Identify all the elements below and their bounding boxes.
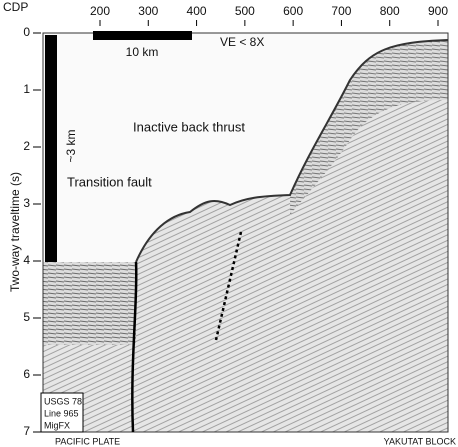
y-tick-label: 1 (23, 82, 30, 96)
y-tick-label: 3 (23, 196, 30, 210)
horizontal-scale: 10 km (126, 45, 159, 59)
y-tick-label: 0 (23, 25, 30, 39)
x-tick-label: 500 (235, 4, 255, 18)
annotation: Inactive back thrust (133, 119, 245, 134)
vertical-scale: ~3 km (64, 129, 78, 162)
info-line: Line 965 (44, 408, 79, 418)
y-tick-label: 4 (23, 253, 30, 267)
x-tick-label: 300 (138, 4, 158, 18)
x-tick-label: 800 (380, 4, 400, 18)
y-tick-label: 6 (23, 367, 30, 381)
x-tick-label: 700 (331, 4, 351, 18)
x-tick-label: 900 (428, 4, 448, 18)
y-axis-label: Two-way traveltime (s) (8, 172, 22, 292)
y-tick-label: 5 (23, 310, 30, 324)
info-line: MigFX (44, 420, 70, 430)
y-tick-label: 7 (23, 424, 30, 438)
seismic-section (41, 31, 448, 432)
y-tick-label: 2 (23, 139, 30, 153)
plate-label: PACIFIC PLATE (55, 436, 120, 446)
x-tick-label: 600 (283, 4, 303, 18)
info-line: USGS 78 (44, 396, 82, 406)
plate-label: YAKUTAT BLOCK (384, 436, 456, 446)
annotation: Transition fault (67, 174, 152, 189)
x-axis-label: CDP (3, 0, 28, 14)
figure: 200 300 400 500 600 700 800 900 0 1 2 3 4 5 6 7 Two-way… (0, 0, 458, 447)
vertical-exaggeration: VE < 8X (220, 35, 264, 49)
x-tick-label: 400 (187, 4, 207, 18)
x-tick-label: 200 (90, 4, 110, 18)
